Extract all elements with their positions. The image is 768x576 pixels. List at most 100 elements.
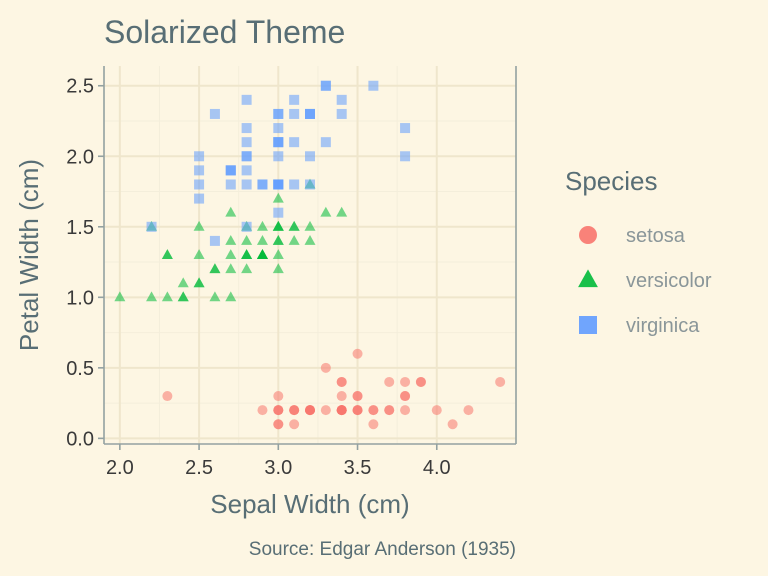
data-point-setosa: [431, 405, 442, 416]
legend-item-versicolor: versicolor: [578, 269, 712, 292]
data-point-virginica: [320, 137, 331, 148]
data-point-versicolor: [241, 263, 253, 274]
data-point-virginica: [194, 165, 205, 176]
data-point-virginica: [289, 137, 300, 148]
legend-label: setosa: [626, 225, 686, 247]
data-point-setosa: [336, 391, 347, 402]
data-point-versicolor: [336, 206, 348, 217]
y-tick-label: 0.0: [66, 428, 94, 450]
y-tick-label: 0.5: [66, 358, 94, 380]
data-point-virginica: [273, 151, 284, 162]
legend-label: versicolor: [626, 270, 712, 292]
data-point-setosa: [289, 419, 300, 430]
data-point-virginica: [305, 151, 315, 162]
data-point-versicolor: [320, 206, 332, 217]
data-point-virginica: [257, 179, 268, 190]
data-point-virginica: [194, 193, 205, 204]
legend: Species setosa versicolor virginica: [565, 166, 712, 337]
data-point-setosa: [384, 376, 395, 387]
y-tick-label: 2.0: [66, 146, 94, 168]
data-point-versicolor: [161, 291, 173, 302]
data-point-setosa: [352, 391, 363, 402]
data-point-versicolor: [225, 249, 237, 259]
series-setosa: [162, 348, 506, 430]
data-point-virginica: [273, 179, 284, 190]
data-point-versicolor: [272, 249, 284, 259]
data-point-versicolor: [241, 249, 253, 259]
data-point-virginica: [146, 221, 157, 232]
data-point-virginica: [241, 151, 252, 162]
data-point-virginica: [241, 165, 252, 176]
data-point-virginica: [241, 137, 252, 148]
data-point-setosa: [257, 405, 268, 416]
chart-caption: Source: Edgar Anderson (1935): [249, 539, 516, 560]
y-tick-label: 1.5: [66, 217, 94, 239]
data-point-virginica: [273, 207, 284, 218]
data-point-versicolor: [225, 235, 237, 245]
data-point-setosa: [352, 405, 363, 416]
data-point-virginica: [241, 123, 252, 134]
data-point-setosa: [336, 376, 347, 387]
data-point-setosa: [384, 405, 395, 416]
data-point-virginica: [225, 179, 236, 190]
data-point-versicolor: [193, 220, 205, 231]
data-point-versicolor: [114, 291, 126, 302]
data-point-virginica: [273, 137, 284, 148]
data-point-versicolor: [193, 249, 205, 259]
data-point-setosa: [352, 348, 363, 359]
data-point-virginica: [241, 94, 252, 105]
data-point-setosa: [368, 405, 379, 416]
data-point-setosa: [162, 391, 173, 402]
data-point-setosa: [273, 419, 284, 430]
data-point-setosa: [305, 405, 315, 416]
data-point-virginica: [336, 108, 347, 119]
data-point-versicolor: [209, 291, 221, 302]
data-point-setosa: [289, 405, 300, 416]
x-tick-label: 4.0: [423, 457, 451, 479]
x-tick-label: 2.0: [106, 457, 134, 479]
chart-title: Solarized Theme: [104, 14, 345, 50]
data-point-virginica: [400, 123, 411, 134]
data-point-versicolor: [272, 192, 284, 203]
data-point-virginica: [289, 108, 300, 119]
data-point-setosa: [463, 405, 474, 416]
data-point-setosa: [400, 376, 411, 387]
data-point-versicolor: [272, 220, 284, 231]
data-point-versicolor: [209, 263, 221, 274]
data-point-virginica: [273, 108, 284, 119]
data-point-setosa: [495, 376, 506, 387]
x-tick-label: 3.0: [264, 457, 292, 479]
plot-area: 2.0 2.5 3.0 3.5 4.0 0.0 0.5 1.0 1.5 2.0 2.5: [66, 66, 517, 479]
data-point-setosa: [400, 405, 411, 416]
y-tick-label: 2.5: [66, 76, 94, 98]
data-point-versicolor: [241, 235, 253, 245]
data-point-setosa: [320, 362, 331, 373]
legend-key-virginica: [579, 316, 597, 334]
legend-item-virginica: virginica: [579, 315, 700, 337]
data-point-virginica: [289, 179, 300, 190]
legend-items: setosa versicolor virginica: [578, 225, 712, 337]
y-axis-title: Petal Width (cm): [14, 159, 44, 351]
data-point-setosa: [415, 376, 426, 387]
data-point-setosa: [400, 391, 411, 402]
data-point-versicolor: [304, 235, 316, 245]
data-point-versicolor: [272, 263, 284, 274]
data-point-versicolor: [193, 277, 205, 288]
data-point-virginica: [241, 179, 252, 190]
data-point-versicolor: [272, 235, 284, 245]
legend-key-setosa: [579, 226, 597, 244]
x-tick-label: 3.5: [344, 457, 372, 479]
data-point-virginica: [225, 165, 236, 176]
data-point-versicolor: [177, 291, 189, 302]
legend-label: virginica: [626, 315, 700, 337]
data-point-virginica: [305, 108, 315, 119]
data-point-versicolor: [177, 277, 189, 288]
data-point-virginica: [209, 235, 220, 246]
data-point-virginica: [289, 94, 300, 105]
data-point-setosa: [368, 419, 379, 430]
data-point-virginica: [368, 80, 379, 91]
data-point-versicolor: [256, 249, 268, 259]
x-axis-title: Sepal Width (cm): [210, 489, 409, 519]
data-point-versicolor: [304, 220, 316, 231]
